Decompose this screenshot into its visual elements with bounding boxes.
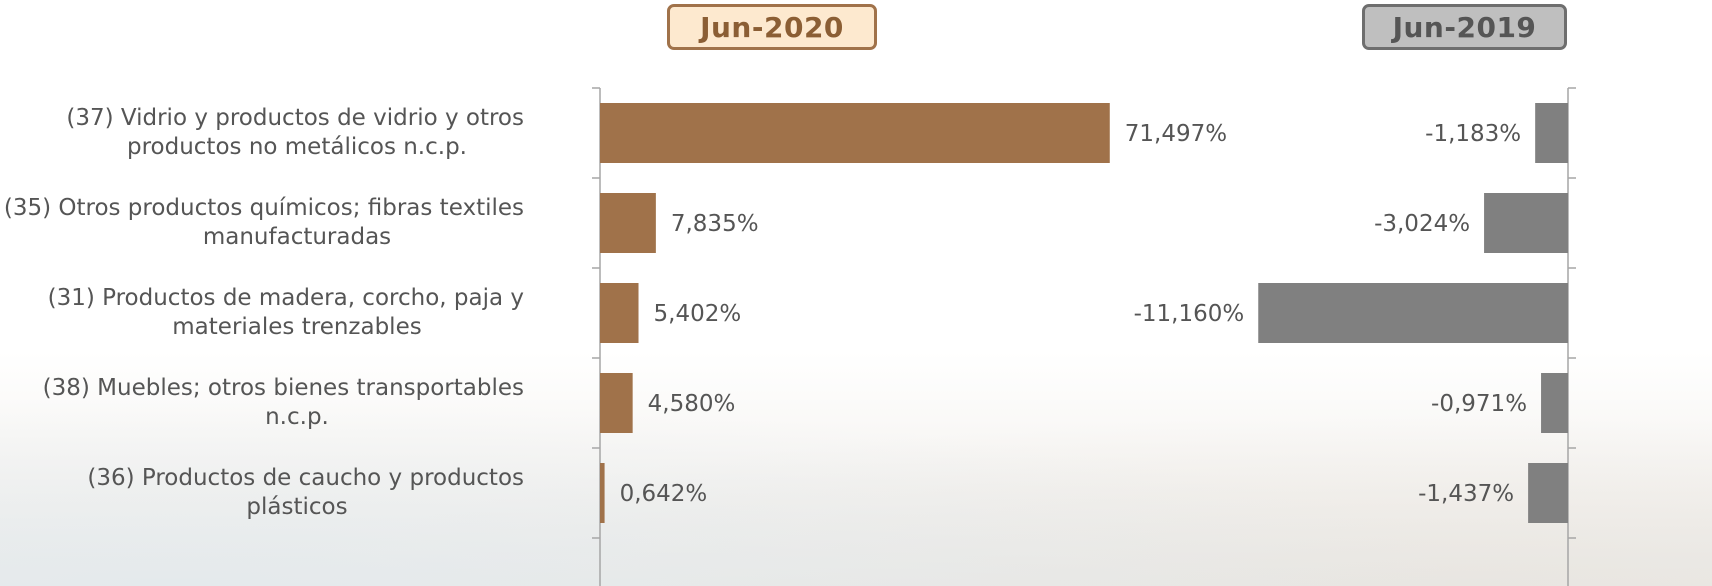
header-jun-2019: Jun-2019 [1362,4,1567,50]
data-label-jun-2019: -1,183% [1425,121,1521,147]
bar-jun-2020 [600,103,1110,163]
category-label-line: n.c.p. [265,404,329,430]
category-label-line: manufacturadas [202,224,392,250]
category-label-line: (37) Vidrio y productos de vidrio y otro… [66,105,524,131]
data-label-jun-2020: 5,402% [654,301,742,327]
category-label-line: (38) Muebles; otros bienes transportable… [42,375,524,401]
data-label-jun-2019: -3,024% [1374,211,1470,237]
category-label: (37) Vidrio y productos de vidrio y otro… [0,104,524,162]
data-label-jun-2020: 0,642% [620,481,708,507]
data-label-jun-2019: -0,971% [1431,391,1527,417]
bar-jun-2019 [1528,463,1568,523]
category-label: (35) Otros productos químicos; fibras te… [0,194,524,252]
bar-jun-2020 [600,283,639,343]
header-jun-2019-text: Jun-2019 [1392,10,1537,44]
category-label-line: materiales trenzables [172,314,422,340]
bar-jun-2019 [1535,103,1568,163]
category-label-line: (36) Productos de caucho y productos [87,465,524,491]
header-jun-2020-text: Jun-2020 [700,10,844,44]
data-label-jun-2020: 71,497% [1125,121,1227,147]
header-jun-2020: Jun-2020 [667,4,877,50]
data-label-jun-2020: 4,580% [648,391,736,417]
category-label-line: (31) Productos de madera, corcho, paja y [47,285,524,311]
category-label: (38) Muebles; otros bienes transportable… [0,374,524,432]
bar-jun-2019 [1541,373,1568,433]
category-label: (36) Productos de caucho y productos plás… [0,464,524,522]
data-label-jun-2020: 7,835% [671,211,759,237]
bar-jun-2020 [600,463,605,523]
data-label-jun-2019: -11,160% [1134,301,1245,327]
category-label: (31) Productos de madera, corcho, paja y… [0,284,524,342]
bar-jun-2019 [1258,283,1568,343]
bar-jun-2019 [1484,193,1568,253]
category-label-line: plásticos [246,494,348,520]
category-label-line: (35) Otros productos químicos; fibras te… [3,195,524,221]
bar-jun-2020 [600,373,633,433]
bar-jun-2020 [600,193,656,253]
category-label-line: productos no metálicos n.c.p. [126,134,467,160]
data-label-jun-2019: -1,437% [1418,481,1514,507]
